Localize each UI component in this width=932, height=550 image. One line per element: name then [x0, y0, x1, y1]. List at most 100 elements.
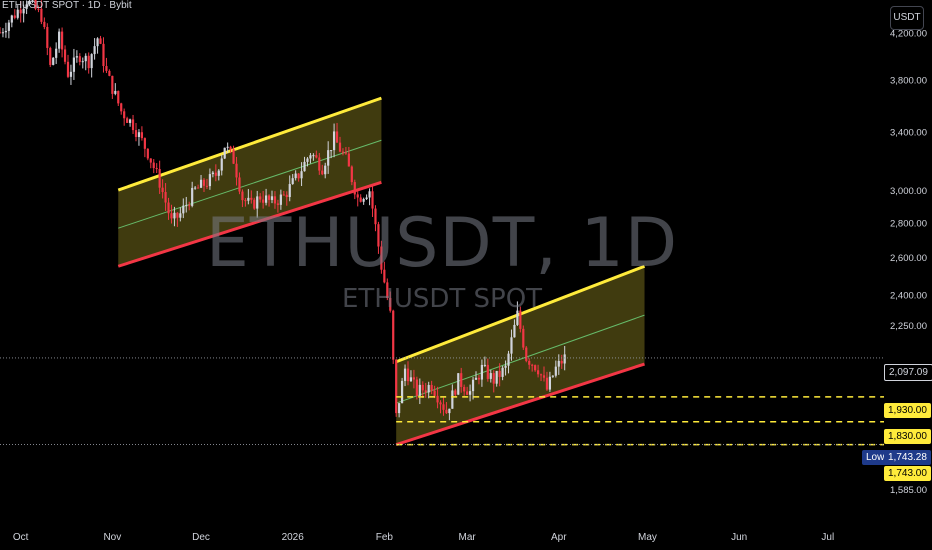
candle-body: [338, 142, 342, 152]
candle-body: [498, 370, 501, 377]
candle: [439, 400, 442, 414]
candle-body: [134, 130, 138, 137]
candle: [134, 123, 138, 142]
candle-body: [395, 359, 398, 414]
candle-body: [0, 32, 2, 34]
y-tick-label: 1,585.00: [890, 485, 927, 496]
candle: [377, 221, 380, 254]
candle-body: [22, 8, 25, 14]
candle-body: [495, 370, 498, 384]
candle: [158, 160, 161, 194]
candle-body: [235, 163, 238, 178]
candle-body: [99, 38, 102, 44]
candle-body: [312, 155, 315, 157]
candle-body: [474, 377, 478, 380]
candle-body: [211, 172, 214, 175]
candle-body: [126, 118, 129, 123]
candle-body: [176, 212, 179, 218]
candle-body: [368, 191, 371, 198]
candle: [185, 196, 188, 213]
candle: [238, 172, 241, 195]
candle-body: [238, 177, 241, 192]
candle-body: [167, 202, 170, 214]
candle: [474, 371, 478, 380]
candle-body: [403, 368, 407, 381]
candle-body: [400, 380, 404, 404]
y-tick-label: 2,600.00: [890, 253, 927, 264]
candle-body: [557, 360, 560, 367]
y-tick-label: 3,800.00: [890, 75, 927, 86]
candle-body: [291, 178, 294, 185]
y-tick-label: 2,250.00: [890, 321, 927, 332]
candle-body: [324, 165, 327, 175]
candle-body: [282, 194, 285, 196]
candle-body: [31, 0, 34, 1]
candle-body: [383, 269, 386, 283]
candle: [548, 371, 552, 392]
candle: [267, 194, 271, 207]
candle: [312, 153, 315, 161]
candle: [167, 197, 170, 220]
candle: [483, 356, 486, 368]
candle: [279, 189, 282, 210]
candle: [117, 90, 120, 107]
candle-body: [468, 391, 472, 395]
candle: [40, 0, 43, 25]
candle: [1, 28, 5, 38]
candle: [205, 178, 209, 189]
candle-body: [1, 32, 5, 34]
candle: [507, 350, 510, 374]
candle-body: [270, 196, 274, 200]
y-tick-label: 3,400.00: [890, 127, 927, 138]
candle-body: [489, 373, 492, 379]
candle-body: [309, 155, 312, 159]
x-tick-label: Apr: [551, 532, 567, 543]
candle: [199, 174, 203, 189]
candle-body: [146, 148, 149, 159]
candle-body: [111, 75, 114, 94]
candle-body: [551, 375, 554, 377]
candle: [368, 188, 371, 206]
candle: [273, 191, 277, 209]
candle: [324, 162, 327, 179]
candle-body: [46, 26, 49, 48]
candle: [155, 163, 158, 173]
x-tick-label: May: [638, 532, 657, 543]
candle: [309, 152, 312, 164]
candle: [105, 57, 108, 74]
candle: [49, 46, 52, 68]
candle: [146, 148, 149, 161]
candle: [374, 205, 377, 232]
candle-body: [439, 402, 442, 405]
candle-body: [427, 385, 430, 393]
candle: [208, 168, 212, 190]
candle: [330, 150, 333, 159]
candle: [427, 381, 430, 399]
candle: [131, 114, 135, 134]
candle-body: [131, 119, 135, 131]
candle-body: [84, 55, 87, 62]
candle-body: [19, 9, 22, 14]
candle: [111, 75, 114, 99]
candle: [403, 364, 407, 387]
candle: [516, 301, 519, 326]
candle-body: [87, 55, 90, 69]
candle: [19, 0, 22, 23]
candle-body: [155, 168, 158, 170]
candle-body: [229, 146, 232, 150]
candle-body: [262, 199, 265, 203]
candle-body: [531, 364, 534, 366]
candle: [371, 186, 374, 217]
candle: [4, 22, 8, 38]
candle: [120, 102, 123, 115]
candle: [244, 197, 247, 207]
candle: [359, 194, 362, 203]
candle: [191, 181, 194, 208]
candle-body: [149, 158, 152, 163]
candle: [288, 175, 291, 202]
candle-body: [353, 182, 356, 195]
currency-button[interactable]: USDT: [890, 6, 924, 30]
candle: [424, 382, 427, 398]
candle: [353, 179, 356, 200]
